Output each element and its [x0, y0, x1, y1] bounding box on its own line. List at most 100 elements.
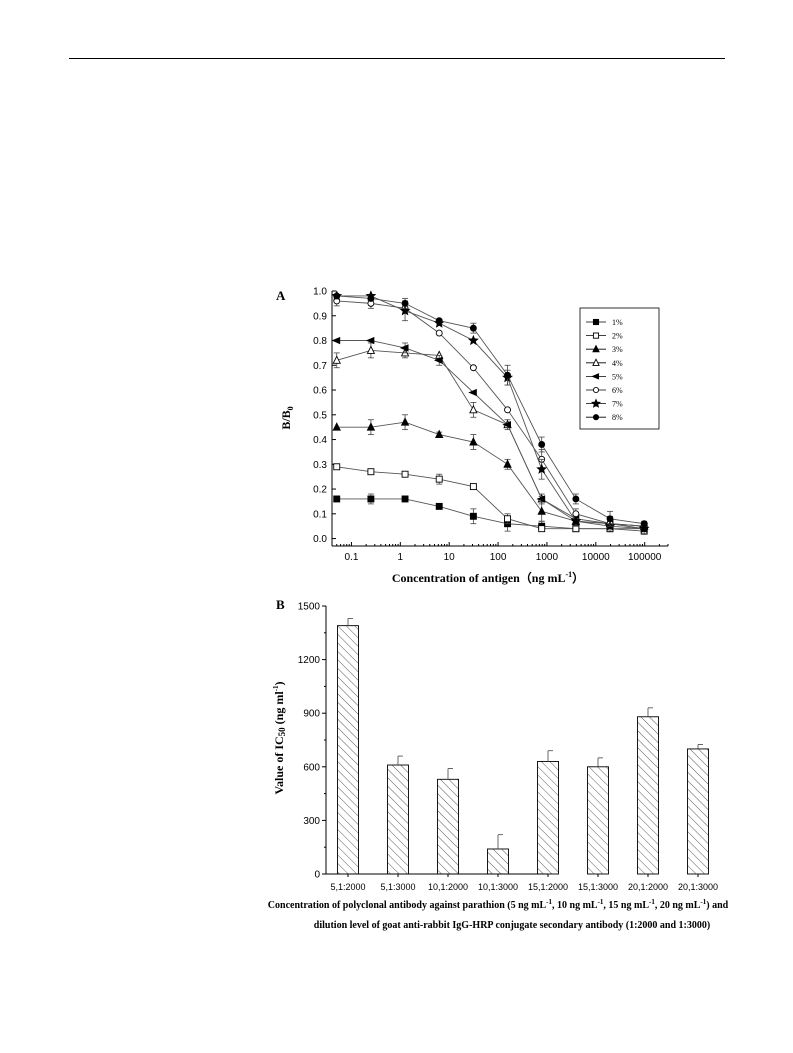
- panel-a-x-tick-label: 10: [444, 552, 456, 563]
- panel-a-data-point: [400, 417, 410, 426]
- caption-superscript: -1: [546, 898, 552, 906]
- panel-b-bar-7: 20,1:2000: [628, 707, 668, 892]
- panel-a-legend-label: 3%: [612, 345, 623, 354]
- panel-b-caption-line-2: dilution level of goat anti-rabbit IgG-H…: [314, 920, 710, 931]
- panel-b-bar-3: 10,1:2000: [428, 768, 468, 892]
- panel-a-data-point: [469, 324, 477, 332]
- caption-text: ) and: [706, 900, 728, 911]
- panel-a-data-point: [570, 515, 582, 526]
- panel-a-data-point: [367, 495, 375, 503]
- panel-a-legend-label: 7%: [612, 400, 623, 409]
- panel-b-bar-rect: [437, 778, 459, 875]
- panel-b-x-tick-label: 10,1:3000: [478, 882, 518, 892]
- panel-a-data-point: [606, 515, 614, 523]
- panel-a-data-point: [401, 299, 409, 307]
- panel-b-bar-6: 15,1:3000: [578, 757, 618, 892]
- panel-a-legend-marker: [592, 414, 600, 421]
- panel-a-data-point: [640, 520, 648, 528]
- caption-text: , 15 ng mL: [603, 900, 649, 911]
- panel-a-series-line: [336, 295, 645, 525]
- panel-b-bar-rect: [587, 766, 609, 875]
- panel-a-series-7pct: [331, 290, 650, 534]
- panel-a-legend-box: [579, 307, 660, 430]
- panel-a-legend-label: 8%: [612, 413, 623, 422]
- panel-a-y-tick-label: 0.7: [313, 361, 327, 372]
- panel-a-data-point: [504, 406, 511, 414]
- panel-a-x-tick-label: 1: [398, 552, 404, 563]
- panel-a-data-point: [536, 463, 548, 474]
- panel-a-y-tick-label: 0.2: [313, 485, 327, 496]
- panel-a-y-tick-label: 0.3: [313, 460, 327, 471]
- panel-b-bar-5: 15,1:2000: [528, 750, 568, 892]
- panel-a-y-tick-label: 0.8: [313, 336, 327, 347]
- panel-a-data-point: [536, 495, 546, 503]
- panel-a-data-point: [435, 317, 443, 325]
- panel-a-x-tick-label: 10000: [582, 552, 610, 563]
- caption-superscript: -1: [700, 898, 706, 906]
- panel-b-x-tick-label: 15,1:3000: [578, 882, 618, 892]
- panel-b-y-tick-label: 1500: [298, 602, 321, 613]
- panel-a-data-point: [503, 459, 512, 468]
- panel-a-data-point: [502, 421, 511, 429]
- panel-b-bar-chart: B 0 300 600 900 1200 1500 5,1:2000 5,1:3000 10,…: [268, 597, 729, 931]
- panel-a-legend-marker: [591, 373, 600, 380]
- panel-a-series-6pct: [333, 295, 648, 535]
- panel-b-y-tick-label: 300: [303, 816, 320, 827]
- panel-b-bars-group: 5,1:2000 5,1:3000 10,1:2000 10,1:3000 15,1:2…: [330, 618, 718, 892]
- panel-a-series-line: [336, 340, 645, 527]
- panel-a-x-tick-label: 0.1: [344, 552, 358, 563]
- panel-a-legend-marker: [592, 318, 600, 326]
- panel-b-bar-1: 5,1:2000: [330, 618, 366, 892]
- panel-b-y-tick-label: 0: [314, 870, 320, 881]
- panel-a-data-point: [401, 470, 409, 478]
- panel-a-series-line: [336, 300, 645, 530]
- panel-a-legend: 1% 2% 3% 4% 5% 6% 7% 8%: [579, 307, 660, 430]
- panel-b-letter: B: [276, 597, 285, 612]
- panel-a-series-4pct: [332, 342, 649, 530]
- caption-text: , 10 ng mL: [552, 900, 598, 911]
- panel-b-bar-rect: [537, 760, 559, 875]
- panel-a-y-tick-label: 0.9: [313, 311, 327, 322]
- panel-a-legend-marker: [592, 344, 600, 353]
- panel-a-data-point: [638, 522, 650, 534]
- panel-a-data-point: [538, 441, 546, 448]
- panel-a-legend-marker: [590, 398, 602, 408]
- caption-superscript: -1: [649, 898, 655, 906]
- panel-a-axes: 0.0 0.1 0.2 0.3 0.4 0.5 0.6 0.7 0.8 0.9 1.0 0.1 1 10 1…: [313, 287, 669, 563]
- panel-a-data-point: [331, 336, 341, 345]
- panel-a-data-point: [399, 305, 411, 316]
- panel-b-x-tick-label: 20,1:2000: [628, 882, 668, 892]
- panel-a-y-tick-label: 0.0: [313, 534, 327, 545]
- panel-a-data-point: [401, 495, 409, 503]
- panel-a-data-point: [467, 334, 479, 346]
- panel-b-x-tick-label: 5,1:3000: [380, 882, 415, 892]
- panel-a-data-point: [572, 495, 580, 503]
- panel-a-data-point: [366, 422, 376, 431]
- panel-a-data-point: [367, 294, 375, 302]
- panel-b-x-tick-label: 5,1:2000: [330, 882, 365, 892]
- panel-a-data-point: [365, 336, 375, 345]
- panel-a-y-tick-label: 0.5: [313, 410, 327, 421]
- panel-a-data-point: [435, 475, 443, 483]
- panel-a-series-line: [336, 295, 645, 530]
- panel-a-data-point: [332, 422, 341, 431]
- panel-a-data-point: [469, 437, 478, 446]
- panel-a-line-chart: A 0.0 0.1 0.2 0.3 0.4 0.5 0.6 0.7 0.8 0.9 1.0 0.1 1 1…: [276, 287, 669, 585]
- panel-a-data-point: [333, 292, 341, 300]
- panel-a-data-point: [435, 329, 443, 337]
- panel-a-data-point: [469, 364, 477, 372]
- panel-a-series-group: [331, 290, 650, 535]
- panel-a-data-point: [332, 355, 341, 364]
- panel-a-x-tick-label: 100: [490, 552, 507, 563]
- panel-a-y-tick-label: 1.0: [313, 287, 327, 298]
- panel-b-bar-rect: [387, 764, 409, 875]
- panel-b-bar-rect: [637, 716, 659, 875]
- panel-a-data-point: [333, 495, 341, 503]
- panel-a-series-line: [336, 421, 645, 527]
- panel-a-legend-marker: [592, 332, 600, 339]
- panel-a-data-point: [468, 388, 477, 397]
- panel-b-bar-rect: [487, 848, 509, 875]
- caption-superscript: -1: [598, 898, 604, 906]
- caption-text: , 20 ng mL: [655, 900, 701, 911]
